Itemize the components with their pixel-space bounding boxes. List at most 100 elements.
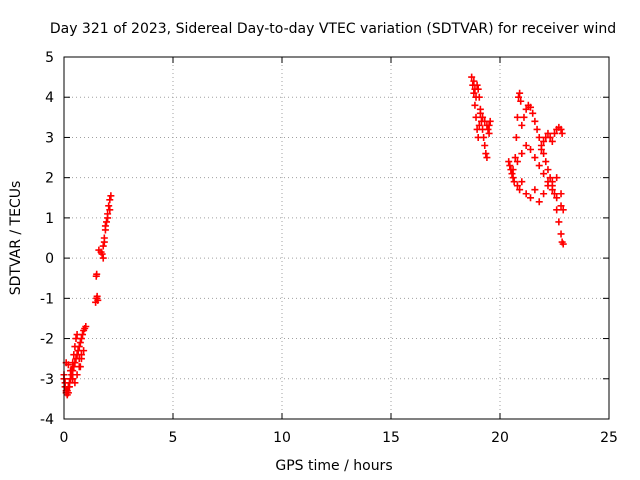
- data-point: [73, 371, 81, 379]
- data-point: [72, 335, 80, 343]
- data-point: [479, 113, 487, 121]
- data-point: [557, 230, 565, 238]
- data-point: [101, 222, 109, 230]
- plot-frame: [63, 56, 610, 420]
- data-point: [546, 174, 554, 182]
- data-point: [481, 141, 489, 149]
- y-tick-label: -2: [40, 332, 54, 348]
- data-point: [535, 162, 543, 170]
- data-point: [511, 154, 519, 162]
- data-point: [540, 137, 548, 145]
- data-point: [518, 150, 526, 158]
- data-point: [69, 359, 77, 367]
- data-point: [484, 125, 492, 133]
- data-point: [537, 146, 545, 154]
- data-point: [553, 174, 561, 182]
- data-point: [107, 192, 115, 200]
- data-point: [106, 196, 114, 204]
- data-point: [513, 113, 521, 121]
- data-point: [480, 133, 488, 141]
- chart-title: Day 321 of 2023, Sidereal Day-to-day VTE…: [50, 21, 616, 37]
- data-point: [522, 105, 530, 113]
- data-point: [510, 178, 518, 186]
- data-point: [544, 166, 552, 174]
- data-point: [103, 218, 111, 226]
- data-point: [540, 190, 548, 198]
- data-point: [542, 158, 550, 166]
- x-tick-label: 25: [600, 430, 618, 446]
- y-axis-title: SDTVAR / TECUs: [8, 181, 24, 296]
- y-tick-label: 1: [45, 211, 54, 227]
- data-point: [65, 383, 73, 391]
- data-point: [533, 125, 541, 133]
- data-point: [559, 240, 567, 248]
- data-point: [470, 77, 478, 85]
- data-point: [551, 129, 558, 137]
- x-tick-label: 15: [382, 430, 400, 446]
- data-point: [105, 202, 113, 210]
- data-point: [99, 254, 107, 262]
- data-point: [531, 154, 539, 162]
- data-point: [551, 190, 558, 198]
- y-tick-label: 3: [45, 130, 54, 146]
- data-point: [557, 202, 565, 210]
- data-point: [513, 158, 521, 166]
- data-point: [67, 375, 75, 383]
- data-point: [515, 93, 523, 101]
- data-point: [548, 137, 556, 145]
- data-point: [527, 103, 535, 111]
- data-point: [94, 296, 102, 304]
- data-points: [60, 73, 567, 399]
- x-tick-label: 0: [60, 430, 69, 446]
- x-axis-title: GPS time / hours: [275, 458, 392, 474]
- data-point: [474, 85, 482, 93]
- data-point: [76, 339, 84, 347]
- y-tick-label: -3: [40, 372, 54, 388]
- data-point: [476, 105, 484, 113]
- data-point: [505, 158, 513, 166]
- data-point: [553, 194, 561, 202]
- data-point: [540, 150, 548, 158]
- y-tick-label: 4: [45, 90, 54, 106]
- data-point: [557, 125, 565, 133]
- data-point: [104, 214, 112, 222]
- grid: [64, 57, 609, 419]
- data-point: [71, 343, 79, 351]
- data-point: [555, 218, 563, 226]
- data-point: [98, 250, 106, 258]
- data-point: [548, 186, 556, 194]
- data-point: [558, 129, 566, 137]
- data-point: [529, 109, 537, 117]
- data-point: [99, 242, 107, 250]
- data-point: [506, 162, 514, 170]
- data-point: [517, 97, 525, 105]
- data-point: [483, 121, 491, 129]
- y-tick-label: 5: [45, 50, 54, 66]
- data-point: [535, 133, 543, 141]
- data-point: [516, 186, 524, 194]
- axis-ticks: [63, 56, 610, 420]
- data-point: [544, 129, 552, 137]
- data-point: [508, 170, 516, 178]
- data-point: [106, 206, 114, 214]
- data-point: [518, 121, 526, 129]
- data-point: [509, 174, 517, 182]
- data-point: [468, 73, 476, 81]
- data-point: [470, 89, 478, 97]
- data-point: [481, 117, 489, 125]
- data-point: [475, 121, 483, 129]
- data-point: [472, 113, 480, 121]
- y-tick-label: -1: [40, 291, 54, 307]
- data-point: [483, 154, 491, 162]
- data-point: [475, 93, 483, 101]
- data-point: [540, 170, 548, 178]
- data-point: [512, 133, 520, 141]
- data-point: [522, 190, 530, 198]
- data-point: [61, 379, 69, 387]
- data-point: [92, 272, 100, 280]
- data-point: [64, 389, 72, 397]
- data-point: [100, 238, 108, 246]
- data-point: [471, 101, 479, 109]
- data-point: [68, 367, 76, 375]
